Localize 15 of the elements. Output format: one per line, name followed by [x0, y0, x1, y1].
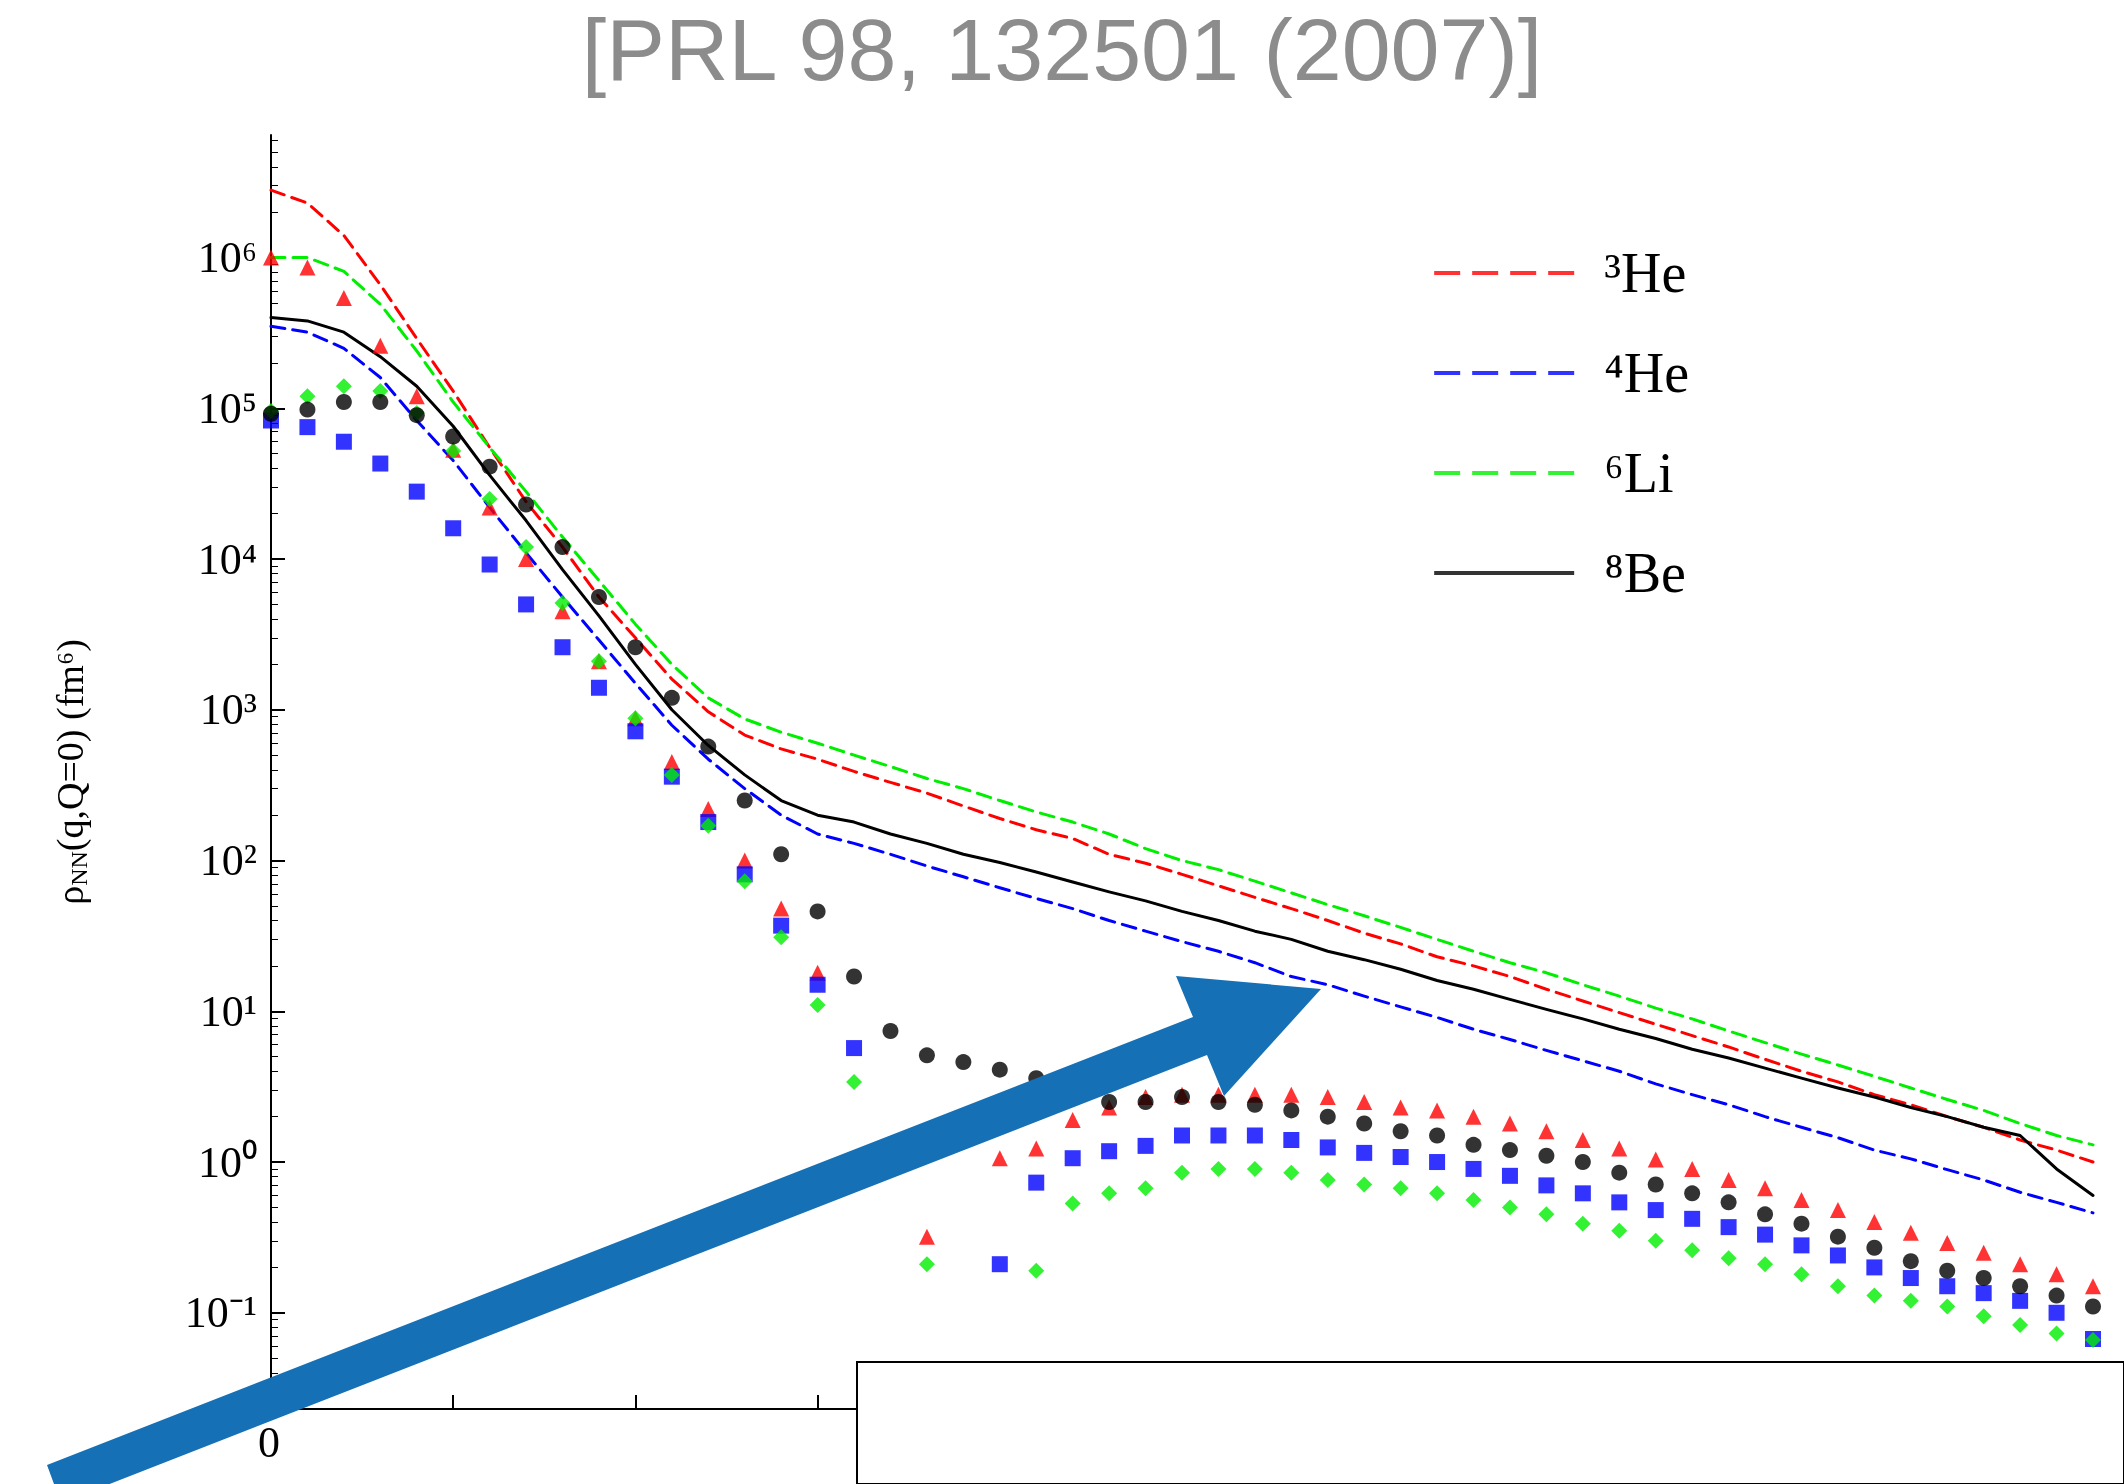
legend-label: ³He	[1604, 242, 1687, 304]
legend-label: ⁴He	[1604, 342, 1690, 404]
y-tick-label: 10⁶	[197, 233, 257, 283]
y-tick-label: 10²	[199, 836, 257, 886]
y-tick-label: 10⁰	[198, 1137, 257, 1187]
legend-label: ⁶Li	[1604, 442, 1674, 504]
y-tick-label: 10⁵	[197, 383, 257, 433]
y-tick-label: 10⁻¹	[184, 1288, 257, 1338]
y-tick-label: 10¹	[199, 986, 257, 1036]
text: 0	[258, 1417, 280, 1467]
chart-title: [PRL 98, 132501 (2007)]	[581, 0, 1543, 99]
y-axis-title: ρNN(q,Q=0) (fm⁶)	[49, 639, 92, 905]
y-tick-label: 10⁴	[197, 534, 257, 584]
legend-label: ⁸Be	[1604, 542, 1686, 604]
y-tick-label: 10³	[199, 685, 257, 735]
